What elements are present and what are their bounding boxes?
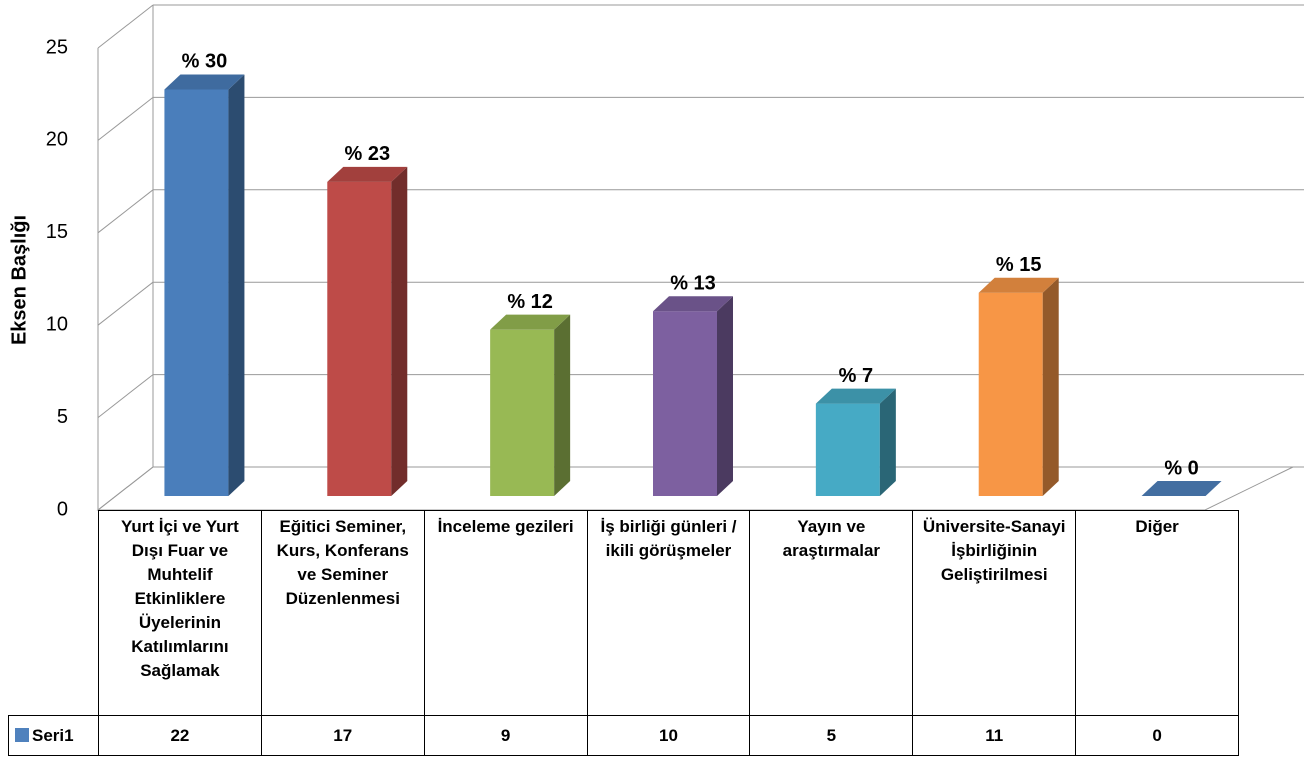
data-label: % 13 bbox=[670, 272, 716, 294]
bar-top bbox=[164, 74, 245, 90]
y-tick-label: 20 bbox=[46, 129, 68, 151]
table-value: 17 bbox=[260, 715, 425, 756]
bar bbox=[815, 403, 880, 496]
legend-swatch bbox=[15, 728, 29, 742]
table-value: 22 bbox=[98, 715, 262, 756]
table-value: 5 bbox=[749, 715, 914, 756]
data-label: % 12 bbox=[507, 291, 553, 313]
table-value: 9 bbox=[423, 715, 588, 756]
category-cell: Diğer bbox=[1075, 510, 1239, 716]
legend-label: Seri1 bbox=[32, 726, 74, 745]
y-tick-label: 15 bbox=[46, 221, 68, 243]
legend-cell: Seri1 bbox=[8, 715, 99, 756]
y-tick-label: 0 bbox=[57, 498, 68, 520]
category-cell: İnceleme gezileri bbox=[423, 510, 588, 716]
bar bbox=[653, 311, 717, 496]
bar bbox=[327, 181, 392, 496]
data-label: % 30 bbox=[182, 51, 228, 73]
data-label: % 23 bbox=[344, 143, 390, 165]
bar-top bbox=[653, 296, 733, 312]
category-cell: Yayın ve araştırmalar bbox=[749, 510, 914, 716]
bar-top bbox=[815, 388, 896, 404]
bar bbox=[978, 292, 1043, 496]
y-tick-label: 5 bbox=[57, 406, 68, 428]
y-tick-label: 10 bbox=[46, 313, 68, 335]
grid-line bbox=[97, 4, 154, 49]
bar-top bbox=[327, 166, 408, 182]
category-cell: Üniversite-Sanayi İşbirliğinin Geliştiri… bbox=[912, 510, 1077, 716]
grid-line bbox=[97, 281, 154, 326]
bar-top bbox=[978, 277, 1059, 293]
category-cell: İş birliği günleri / ikili görüşmeler bbox=[586, 510, 751, 716]
data-label: % 0 bbox=[1164, 457, 1198, 479]
bar-side bbox=[1042, 277, 1059, 496]
grid-line bbox=[97, 466, 154, 511]
bar bbox=[490, 329, 555, 496]
table-value: 0 bbox=[1075, 715, 1239, 756]
bar-top bbox=[1141, 481, 1222, 496]
bar-side bbox=[717, 296, 733, 496]
bar-side bbox=[879, 388, 896, 496]
data-label: % 7 bbox=[839, 365, 873, 387]
grid-line bbox=[97, 374, 154, 418]
category-cell: Eğitici Seminer, Kurs, Konferans ve Semi… bbox=[260, 510, 425, 716]
table-value: 10 bbox=[586, 715, 751, 756]
y-tick-label: 25 bbox=[46, 36, 68, 58]
bar bbox=[164, 89, 229, 496]
bar-side bbox=[554, 314, 571, 496]
grid-line bbox=[97, 97, 154, 141]
bar-side bbox=[391, 166, 408, 496]
grid-line bbox=[97, 189, 154, 234]
bar-side bbox=[228, 74, 245, 496]
table-value: 11 bbox=[912, 715, 1077, 756]
data-label: % 15 bbox=[996, 254, 1042, 276]
bar-top bbox=[490, 314, 571, 330]
category-cell: Yurt İçi ve Yurt Dışı Fuar ve Muhtelif E… bbox=[98, 510, 262, 716]
y-axis-title: Eksen Başlığı bbox=[8, 215, 30, 345]
